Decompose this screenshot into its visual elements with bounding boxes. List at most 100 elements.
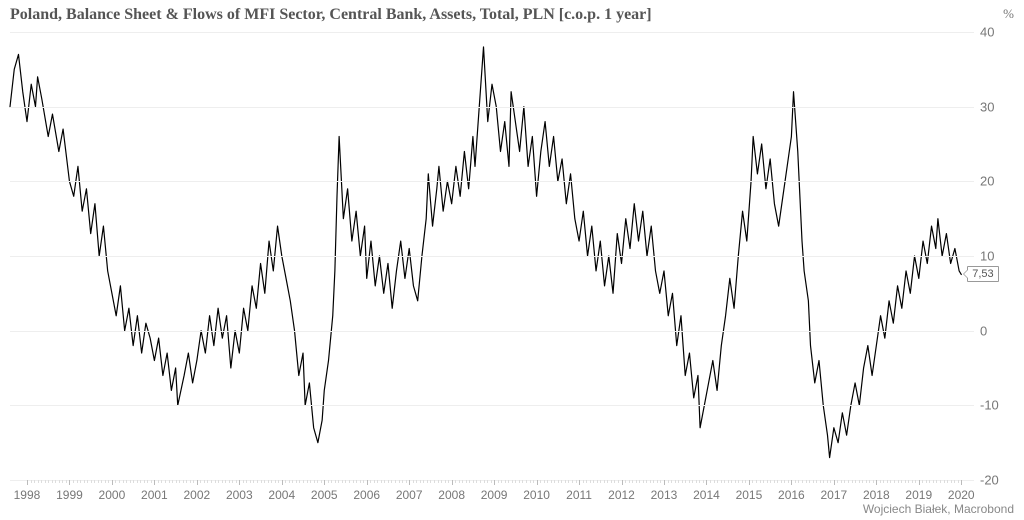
x-minor-tick: [232, 480, 233, 483]
x-minor-tick: [165, 480, 166, 483]
x-tick-label: 2004: [268, 488, 295, 502]
x-minor-tick: [370, 480, 371, 483]
x-minor-tick: [55, 480, 56, 483]
x-tick-label: 2011: [566, 488, 592, 502]
x-major-tick: [664, 480, 665, 485]
x-minor-tick: [629, 480, 630, 483]
x-tick-label: 2016: [778, 488, 805, 502]
x-major-tick: [154, 480, 155, 485]
x-minor-tick: [508, 480, 509, 483]
x-minor-tick: [869, 480, 870, 483]
x-major-tick: [27, 480, 28, 485]
x-minor-tick: [777, 480, 778, 483]
x-minor-tick: [721, 480, 722, 483]
x-minor-tick: [466, 480, 467, 483]
x-minor-tick: [714, 480, 715, 483]
x-minor-tick: [933, 480, 934, 483]
x-minor-tick: [487, 480, 488, 483]
x-major-tick: [69, 480, 70, 485]
x-minor-tick: [448, 480, 449, 483]
x-major-tick: [537, 480, 538, 485]
x-minor-tick: [586, 480, 587, 483]
x-minor-tick: [395, 480, 396, 483]
x-major-tick: [409, 480, 410, 485]
x-minor-tick: [936, 480, 937, 483]
x-minor-tick: [954, 480, 955, 483]
x-minor-tick: [798, 480, 799, 483]
x-minor-tick: [391, 480, 392, 483]
x-minor-tick: [561, 480, 562, 483]
x-major-tick: [791, 480, 792, 485]
source-attribution: Wojciech Białek, Macrobond: [863, 502, 1014, 516]
x-minor-tick: [45, 480, 46, 483]
x-major-tick: [324, 480, 325, 485]
x-minor-tick: [639, 480, 640, 483]
x-minor-tick: [770, 480, 771, 483]
x-minor-tick: [940, 480, 941, 483]
gridline: [10, 32, 974, 33]
x-minor-tick: [519, 480, 520, 483]
x-minor-tick: [119, 480, 120, 483]
x-minor-tick: [253, 480, 254, 483]
x-minor-tick: [140, 480, 141, 483]
x-tick-label: 2001: [141, 488, 168, 502]
x-major-tick: [749, 480, 750, 485]
x-minor-tick: [894, 480, 895, 483]
x-minor-tick: [841, 480, 842, 483]
x-minor-tick: [929, 480, 930, 483]
x-minor-tick: [331, 480, 332, 483]
x-minor-tick: [568, 480, 569, 483]
x-minor-tick: [133, 480, 134, 483]
x-minor-tick: [717, 480, 718, 483]
x-minor-tick: [731, 480, 732, 483]
x-minor-tick: [183, 480, 184, 483]
y-tick-label: 0: [980, 323, 1020, 338]
x-minor-tick: [225, 480, 226, 483]
x-minor-tick: [760, 480, 761, 483]
y-axis-unit: %: [1003, 6, 1014, 22]
x-minor-tick: [200, 480, 201, 483]
x-minor-tick: [123, 480, 124, 483]
y-tick-label: -10: [980, 398, 1020, 413]
x-minor-tick: [600, 480, 601, 483]
x-minor-tick: [66, 480, 67, 483]
x-minor-tick: [236, 480, 237, 483]
x-minor-tick: [646, 480, 647, 483]
x-minor-tick: [261, 480, 262, 483]
x-minor-tick: [101, 480, 102, 483]
x-minor-tick: [756, 480, 757, 483]
x-minor-tick: [77, 480, 78, 483]
x-tick-label: 1998: [14, 488, 41, 502]
x-minor-tick: [211, 480, 212, 483]
x-minor-tick: [342, 480, 343, 483]
x-minor-tick: [204, 480, 205, 483]
y-tick-label: 10: [980, 249, 1020, 264]
x-minor-tick: [597, 480, 598, 483]
x-minor-tick: [813, 480, 814, 483]
x-minor-tick: [689, 480, 690, 483]
x-minor-tick: [675, 480, 676, 483]
x-major-tick: [961, 480, 962, 485]
x-tick-label: 2002: [183, 488, 210, 502]
x-minor-tick: [250, 480, 251, 483]
x-minor-tick: [473, 480, 474, 483]
x-minor-tick: [310, 480, 311, 483]
x-minor-tick: [73, 480, 74, 483]
x-minor-tick: [275, 480, 276, 483]
x-minor-tick: [381, 480, 382, 483]
x-minor-tick: [614, 480, 615, 483]
x-minor-tick: [898, 480, 899, 483]
chart-title: Poland, Balance Sheet & Flows of MFI Sec…: [10, 6, 652, 24]
x-minor-tick: [795, 480, 796, 483]
x-minor-tick: [565, 480, 566, 483]
x-tick-label: 2010: [523, 488, 550, 502]
x-minor-tick: [105, 480, 106, 483]
x-minor-tick: [328, 480, 329, 483]
x-minor-tick: [94, 480, 95, 483]
x-minor-tick: [84, 480, 85, 483]
last-value-marker: 7,53: [967, 266, 998, 282]
x-minor-tick: [657, 480, 658, 483]
x-minor-tick: [558, 480, 559, 483]
x-minor-tick: [169, 480, 170, 483]
x-tick-label: 2020: [948, 488, 975, 502]
